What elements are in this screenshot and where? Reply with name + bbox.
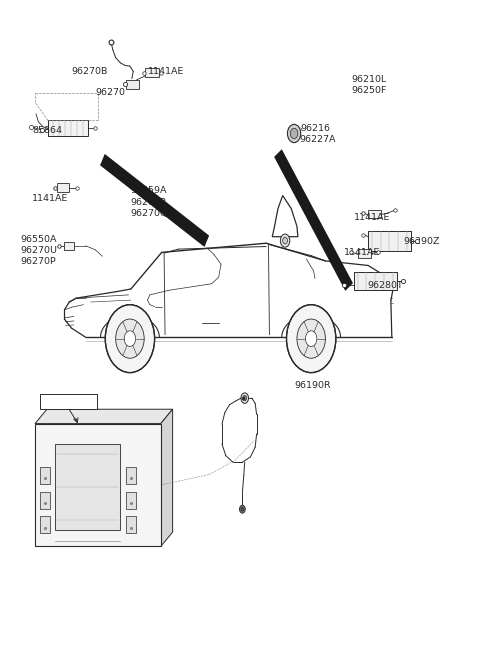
Bar (40, 517, 50, 533)
Text: 96290Z: 96290Z (404, 237, 440, 246)
Bar (358, 249, 371, 258)
Text: 1141AE: 1141AE (354, 213, 390, 221)
Bar (63, 242, 74, 250)
Bar (35, 424, 161, 546)
Bar (126, 517, 136, 533)
Circle shape (290, 129, 298, 138)
Polygon shape (35, 409, 173, 424)
Text: 96270Q: 96270Q (130, 209, 168, 217)
Circle shape (283, 237, 288, 244)
Text: 1141AE: 1141AE (344, 248, 381, 257)
Bar (368, 231, 411, 251)
Circle shape (288, 125, 301, 142)
Text: 96250F: 96250F (351, 86, 387, 96)
Bar (145, 68, 159, 77)
Text: 1141AE: 1141AE (147, 67, 184, 76)
Bar (368, 210, 382, 218)
Circle shape (116, 319, 144, 358)
Bar (354, 272, 396, 291)
Text: 1141AE: 1141AE (32, 194, 69, 204)
Text: 96270U: 96270U (21, 246, 58, 255)
Text: 96550A: 96550A (21, 235, 57, 244)
Bar (55, 444, 120, 530)
Text: 96260R: 96260R (130, 198, 167, 206)
Text: 96270: 96270 (96, 88, 125, 98)
Text: 85864: 85864 (32, 126, 62, 134)
Circle shape (287, 304, 336, 372)
Text: 96190R: 96190R (295, 380, 331, 389)
Polygon shape (274, 149, 353, 291)
Text: 96270P: 96270P (21, 257, 57, 266)
Text: 96280T: 96280T (367, 281, 403, 289)
Polygon shape (272, 196, 298, 237)
Text: 96559A: 96559A (130, 186, 167, 196)
Polygon shape (161, 409, 173, 546)
Text: 96216: 96216 (301, 124, 331, 132)
Circle shape (241, 507, 244, 511)
Text: 96227A: 96227A (300, 135, 336, 144)
Bar (57, 183, 69, 192)
Circle shape (124, 331, 136, 347)
Circle shape (241, 393, 249, 403)
Text: 96210L: 96210L (351, 75, 387, 84)
Circle shape (240, 505, 245, 513)
Circle shape (297, 319, 325, 358)
Bar (48, 121, 88, 136)
Circle shape (280, 234, 290, 247)
Bar (40, 492, 50, 509)
FancyBboxPatch shape (40, 394, 97, 409)
Circle shape (243, 395, 247, 401)
Bar (40, 467, 50, 484)
Circle shape (305, 331, 317, 347)
Circle shape (105, 304, 155, 372)
Text: REF.91-961: REF.91-961 (40, 397, 97, 406)
Text: 96270B: 96270B (72, 67, 108, 76)
Bar (126, 492, 136, 509)
Polygon shape (100, 154, 209, 247)
Bar (126, 467, 136, 484)
Bar (126, 80, 139, 89)
